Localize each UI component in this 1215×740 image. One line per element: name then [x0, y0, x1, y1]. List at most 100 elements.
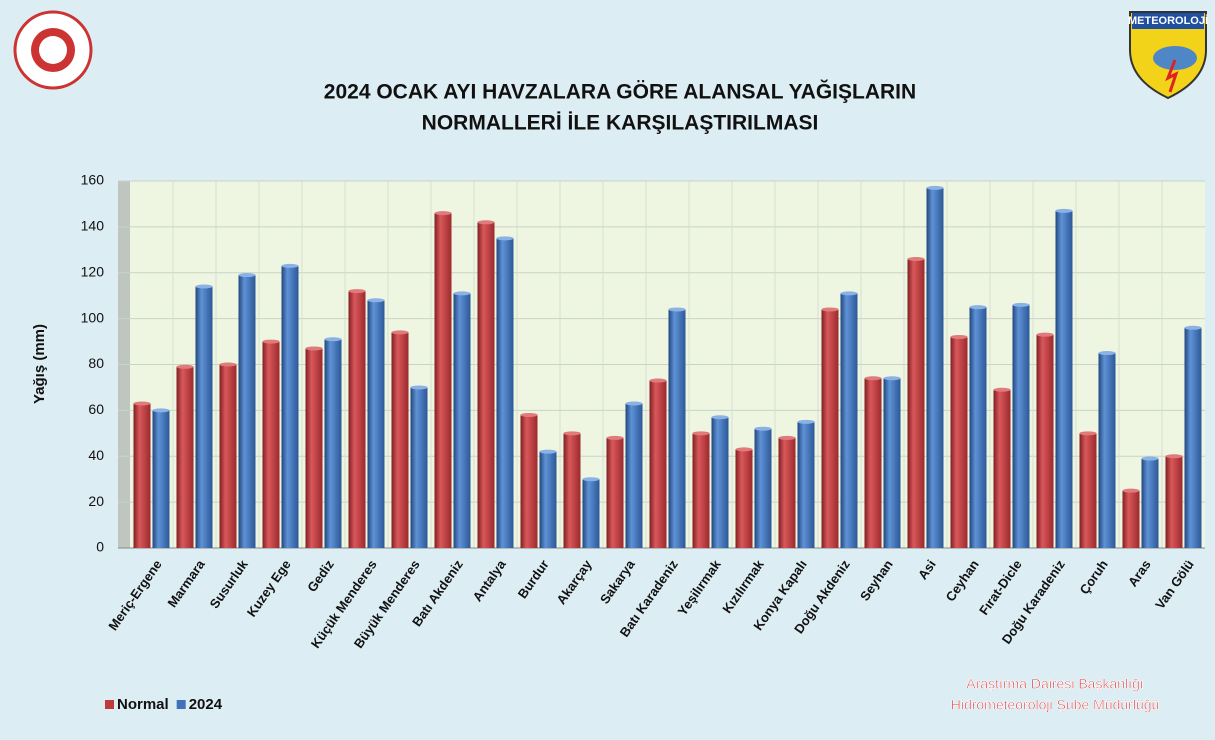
bar — [367, 300, 385, 548]
bar-cap — [305, 346, 323, 351]
bar — [840, 293, 858, 548]
left-logo — [13, 10, 93, 90]
legend-swatch — [105, 700, 114, 709]
bar — [152, 410, 170, 548]
y-tick-label: 40 — [88, 447, 104, 463]
bar — [1098, 353, 1116, 548]
bar-cap — [969, 305, 987, 310]
y-axis-label: Yağış (mm) — [31, 324, 48, 404]
bar-cap — [950, 334, 968, 339]
bar-cap — [1122, 488, 1140, 493]
bar — [324, 339, 342, 548]
bar — [305, 348, 323, 548]
bar — [1165, 456, 1183, 548]
bar-cap — [778, 435, 796, 440]
bar-cap — [1036, 332, 1054, 337]
bar-cap — [1141, 456, 1159, 461]
bar-cap — [821, 307, 839, 312]
bar-cap — [1165, 454, 1183, 459]
bar-cap — [410, 385, 428, 390]
bar — [950, 336, 968, 548]
bar — [969, 307, 987, 548]
bar-cap — [625, 401, 643, 406]
bar-cap — [281, 263, 299, 268]
footer: Araştırma Dairesi Başkanlığı — [966, 676, 1143, 692]
legend-label: 2024 — [189, 696, 223, 713]
bar-cap — [907, 256, 925, 261]
y-tick-label: 120 — [81, 263, 105, 279]
bar — [391, 332, 409, 548]
bar-cap — [348, 289, 366, 294]
bar — [993, 389, 1011, 548]
bar-cap — [152, 408, 170, 413]
bar-cap — [864, 376, 882, 381]
bar — [735, 449, 753, 548]
bar — [348, 291, 366, 548]
bar — [434, 213, 452, 549]
bar-cap — [1098, 351, 1116, 356]
bar — [668, 309, 686, 548]
bar-cap — [883, 376, 901, 381]
bar — [926, 187, 944, 548]
bar-cap — [391, 330, 409, 335]
bar-cap — [496, 236, 514, 241]
y-tick-label: 100 — [81, 309, 105, 325]
bar — [821, 309, 839, 548]
y-tick-label: 60 — [88, 401, 104, 417]
bar-cap — [434, 211, 452, 216]
bar-cap — [176, 364, 194, 369]
bar-cap — [735, 447, 753, 452]
bar-cap — [367, 298, 385, 303]
bar — [1079, 433, 1097, 548]
bar-cap — [606, 435, 624, 440]
bar — [262, 341, 280, 548]
right-logo: METEOROLOJİ — [1128, 11, 1208, 100]
y-tick-label: 140 — [81, 218, 105, 234]
bar — [410, 387, 428, 548]
bar — [797, 421, 815, 548]
legend-swatch — [176, 700, 186, 709]
bar-cap — [1079, 431, 1097, 436]
bar-cap — [195, 284, 213, 289]
bar — [625, 403, 643, 548]
bar — [176, 366, 194, 548]
logo-text: METEOROLOJİ — [1128, 14, 1208, 27]
bar — [1122, 490, 1140, 548]
bar — [496, 238, 514, 548]
bar-cap — [993, 387, 1011, 392]
bar-cap — [692, 431, 710, 436]
bar-cap — [539, 449, 557, 454]
bar — [582, 479, 600, 548]
bar — [520, 414, 538, 548]
bar — [778, 437, 796, 548]
bar — [692, 433, 710, 548]
bar — [453, 293, 471, 548]
bar-cap — [711, 415, 729, 420]
bar-cap — [1184, 325, 1202, 330]
bar — [195, 286, 213, 548]
bar — [711, 417, 729, 548]
bar-cap — [840, 291, 858, 296]
bar-cap — [563, 431, 581, 436]
bar-cap — [797, 419, 815, 424]
bar — [539, 451, 557, 548]
bar — [864, 378, 882, 548]
chart-title: NORMALLERİ İLE KARŞILAŞTIRILMASI — [422, 112, 819, 135]
bar — [1036, 334, 1054, 548]
footer: Hidrometeoroloji Şube Müdürlüğü — [951, 697, 1160, 713]
chart-title: 2024 OCAK AYI HAVZALARA GÖRE ALANSAL YAĞ… — [324, 80, 916, 104]
bar-cap — [520, 412, 538, 417]
bar-cap — [453, 291, 471, 296]
bar-cap — [926, 185, 944, 190]
bar-cap — [582, 477, 600, 482]
y-tick-label: 80 — [88, 355, 104, 371]
bar-cap — [477, 220, 495, 225]
bar-cap — [133, 401, 151, 406]
bar — [1055, 210, 1073, 548]
bar — [219, 364, 237, 548]
bar — [1184, 327, 1202, 548]
y-tick-label: 160 — [81, 172, 105, 188]
y-tick-label: 20 — [88, 493, 104, 509]
bar — [1012, 304, 1030, 548]
